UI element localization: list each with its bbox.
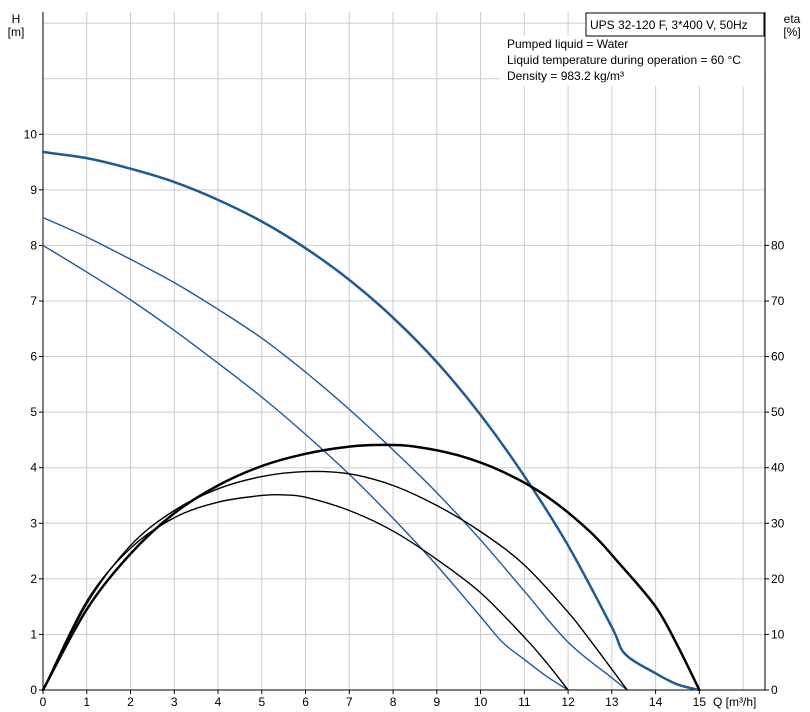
y-right-tick-labels: 0 10 20 30 40 50 60 70 80 (771, 238, 785, 697)
y-left-axis-name: H (12, 12, 21, 26)
y-left-tick-label: 7 (30, 294, 37, 308)
x-tick-label: 0 (40, 695, 47, 709)
axes (39, 12, 769, 694)
x-tick-label: 6 (302, 695, 309, 709)
y-right-tick-label: 30 (771, 516, 785, 530)
y-right-tick-label: 80 (771, 238, 785, 252)
y-right-tick-label: 0 (771, 683, 778, 697)
x-tick-label: 11 (518, 695, 531, 709)
y-left-tick-label: 10 (24, 127, 38, 141)
y-right-axis-unit: [%] (783, 25, 800, 39)
efficiency-curve-speed-2 (42, 470, 628, 691)
y-right-tick-label: 50 (771, 405, 785, 419)
x-tick-label: 10 (474, 695, 488, 709)
info-box-background (500, 36, 764, 86)
x-axis-label: Q [m³/h] (713, 695, 756, 709)
y-left-tick-label: 4 (30, 461, 37, 475)
y-right-tick-label: 20 (771, 572, 785, 586)
info-line-pumped-liquid: Pumped liquid = Water (507, 37, 628, 51)
curves (41, 150, 701, 692)
y-left-tick-label: 1 (30, 627, 37, 641)
info-line-liquid-temperature: Liquid temperature during operation = 60… (507, 53, 741, 67)
x-tick-label: 9 (433, 695, 440, 709)
y-left-tick-label: 8 (30, 238, 37, 252)
x-tick-label: 4 (215, 695, 222, 709)
x-tick-label: 2 (127, 695, 134, 709)
y-left-tick-label: 2 (30, 572, 37, 586)
y-left-tick-label: 9 (30, 183, 37, 197)
efficiency-curve-speed-1 (41, 443, 701, 692)
y-right-tick-label: 70 (771, 294, 785, 308)
x-tick-label: 12 (561, 695, 575, 709)
head-curve-speed-2 (42, 216, 628, 691)
y-left-tick-label: 0 (30, 683, 37, 697)
x-tick-label: 13 (605, 695, 619, 709)
x-tick-label: 3 (171, 695, 178, 709)
efficiency-curve-speed-3 (42, 493, 569, 691)
grid-lines (43, 12, 765, 690)
y-right-tick-label: 60 (771, 350, 785, 364)
y-left-axis-unit: [m] (8, 25, 25, 39)
info-line-density: Density = 983.2 kg/m³ (507, 69, 624, 83)
x-tick-label: 5 (258, 695, 265, 709)
y-right-axis-name: eta (784, 12, 801, 26)
x-tick-label: 1 (83, 695, 90, 709)
y-left-tick-label: 5 (30, 405, 37, 419)
x-tick-label: 8 (390, 695, 397, 709)
x-tick-label: 15 (693, 695, 707, 709)
x-tick-labels: 0 1 2 3 4 5 6 7 8 9 10 11 12 13 14 15 (40, 695, 707, 709)
y-left-tick-labels: 0 1 2 3 4 5 6 7 8 9 10 (24, 127, 38, 697)
y-left-tick-label: 3 (30, 516, 37, 530)
title-box (585, 12, 765, 37)
head-curve-speed-1 (41, 150, 701, 692)
y-left-tick-label: 6 (30, 350, 37, 364)
y-right-tick-label: 10 (771, 627, 785, 641)
y-right-tick-label: 40 (771, 461, 785, 475)
x-tick-label: 7 (346, 695, 353, 709)
x-tick-label: 14 (649, 695, 663, 709)
chart-title: UPS 32-120 F, 3*400 V, 50Hz (590, 18, 748, 32)
